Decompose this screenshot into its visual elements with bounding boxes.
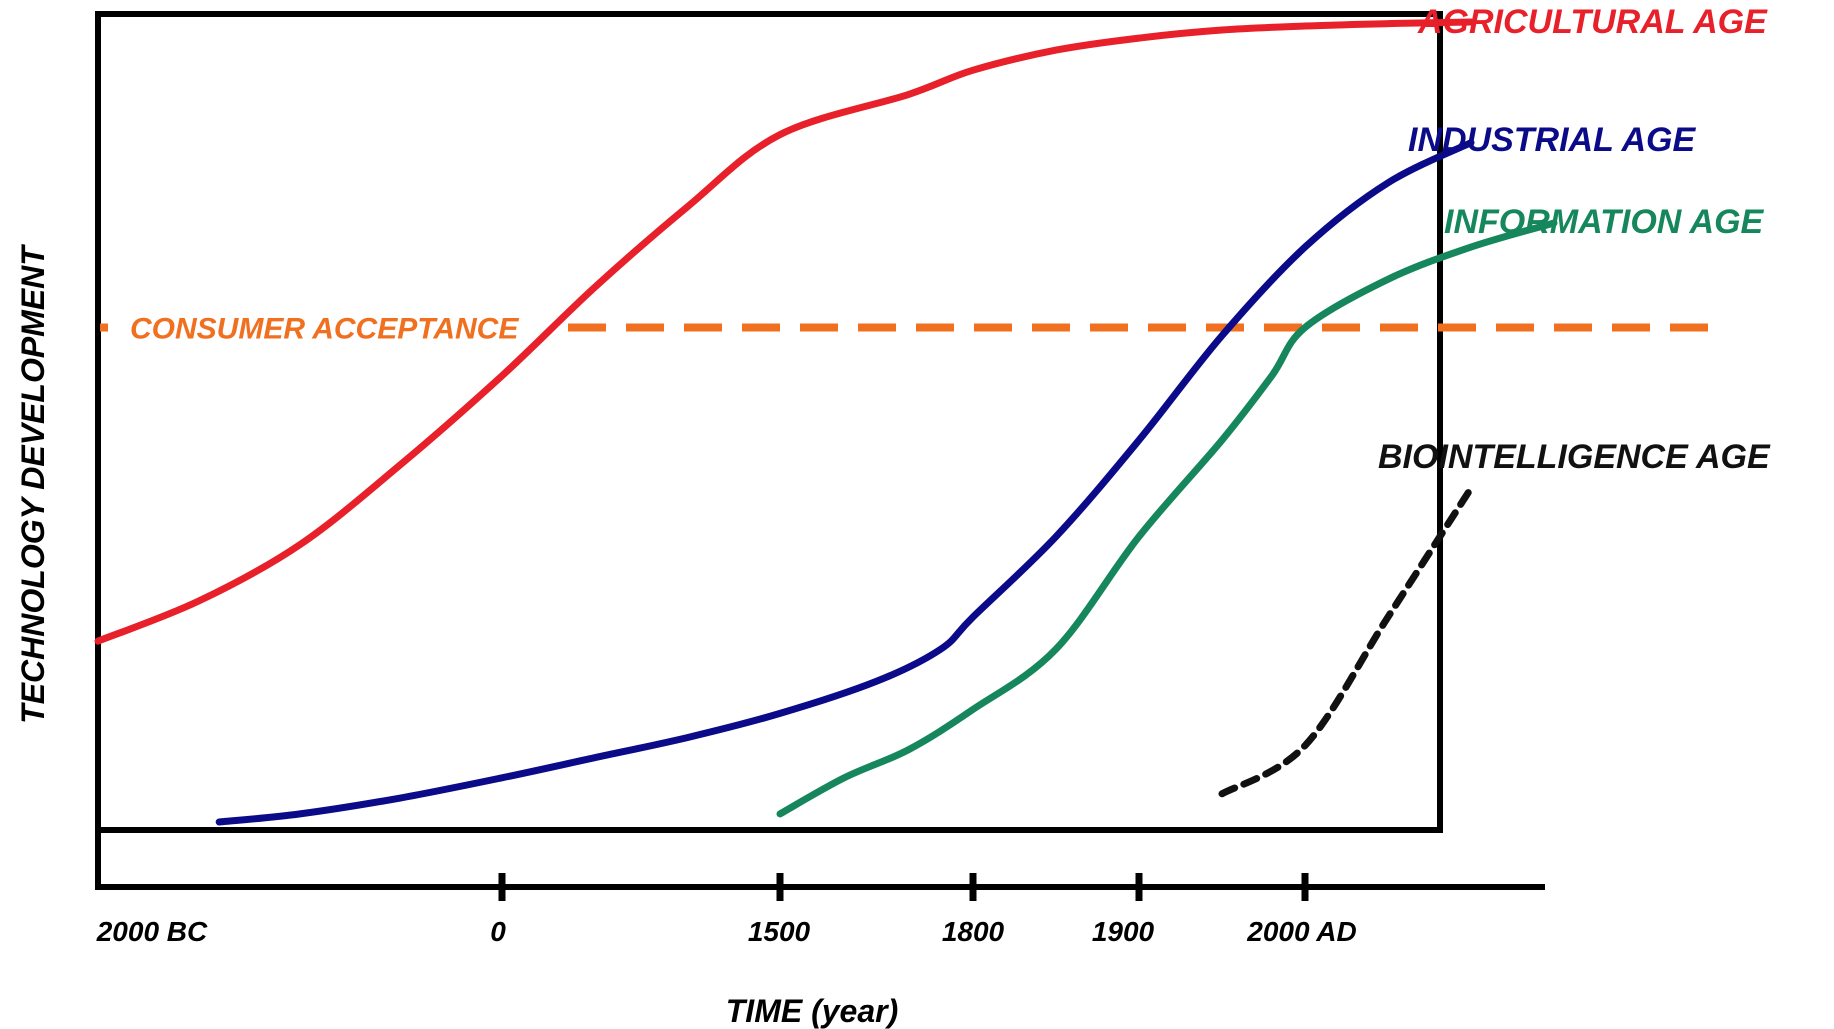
y-axis-title: TECHNOLOGY DEVELOPMENT xyxy=(15,244,51,724)
chart-frame xyxy=(95,11,1545,890)
series-label-industrial-age: INDUSTRIAL AGE xyxy=(1408,121,1696,159)
x-tick-label: 1500 xyxy=(748,916,811,947)
series-line-information-age xyxy=(776,219,1558,818)
series-lines xyxy=(94,18,1558,826)
x-tick-label: 2000 AD xyxy=(1246,916,1356,947)
plot-frame xyxy=(95,11,1443,833)
series-label-biointelligence-age: BIOINTELLIGENCE AGE xyxy=(1378,438,1771,476)
consumer-acceptance-reference: CONSUMER ACCEPTANCE xyxy=(100,313,1720,346)
series-label-information-age: INFORMATION AGE xyxy=(1444,203,1765,241)
x-tick-label: 0 xyxy=(490,916,506,947)
series-line-industrial-age xyxy=(215,139,1475,826)
x-tick-label: 1900 xyxy=(1092,916,1155,947)
x-tick-label: 1800 xyxy=(942,916,1005,947)
consumer-acceptance-label: CONSUMER ACCEPTANCE xyxy=(130,313,519,346)
x-tick-label: 2000 BC xyxy=(96,916,208,947)
series-line-biointelligence-age xyxy=(1218,484,1475,798)
series-line-agricultural-age xyxy=(94,18,1475,645)
x-axis-ticks: 2000 BC 0 1500 1800 1900 2000 AD xyxy=(96,873,1357,947)
series-label-agricultural-age: AGRICULTURAL AGE xyxy=(1417,3,1768,41)
x-axis-title: TIME (year) xyxy=(726,993,898,1029)
series-labels: AGRICULTURAL AGE INDUSTRIAL AGE INFORMATIO… xyxy=(1378,3,1771,476)
